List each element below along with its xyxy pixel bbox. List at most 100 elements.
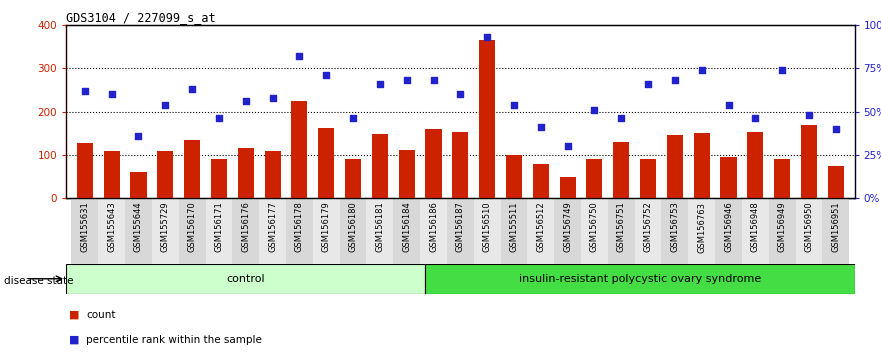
Bar <box>774 159 790 198</box>
Bar <box>340 198 366 264</box>
Bar <box>264 150 281 198</box>
Point <box>346 116 360 121</box>
Point <box>507 102 521 107</box>
Bar <box>608 198 634 264</box>
Point <box>131 133 145 139</box>
Bar <box>372 134 388 198</box>
Text: GSM156180: GSM156180 <box>349 201 358 252</box>
Point <box>560 143 574 149</box>
Bar <box>313 198 340 264</box>
Text: percentile rank within the sample: percentile rank within the sample <box>86 335 263 345</box>
Text: GSM156177: GSM156177 <box>268 201 278 252</box>
Point <box>292 53 307 59</box>
Bar <box>211 159 227 198</box>
Text: GSM155643: GSM155643 <box>107 201 116 252</box>
Bar <box>184 140 200 198</box>
Point <box>105 91 119 97</box>
Bar <box>125 198 152 264</box>
Bar <box>66 264 426 294</box>
Bar <box>77 143 93 198</box>
Bar <box>613 142 629 198</box>
Bar <box>662 198 688 264</box>
Text: GSM156753: GSM156753 <box>670 201 679 252</box>
Text: count: count <box>86 310 115 320</box>
Bar <box>667 135 683 198</box>
Text: GSM156951: GSM156951 <box>832 201 840 252</box>
Point <box>722 102 736 107</box>
Bar <box>259 198 286 264</box>
Point <box>775 67 789 73</box>
Bar <box>747 132 763 198</box>
Point <box>588 107 602 113</box>
Bar <box>640 159 656 198</box>
Bar <box>528 198 554 264</box>
Bar <box>801 125 817 198</box>
Text: ■: ■ <box>69 310 79 320</box>
Point <box>641 81 655 87</box>
Bar <box>769 198 796 264</box>
Bar <box>447 198 474 264</box>
Bar <box>559 177 575 198</box>
Bar <box>99 198 125 264</box>
Point <box>319 72 333 78</box>
Bar <box>104 150 120 198</box>
Point <box>185 86 199 92</box>
Bar <box>426 129 441 198</box>
Bar <box>479 40 495 198</box>
Text: GSM156512: GSM156512 <box>537 201 545 252</box>
Text: GSM156187: GSM156187 <box>455 201 465 252</box>
Point <box>748 116 762 121</box>
Bar <box>634 198 662 264</box>
Bar <box>822 198 849 264</box>
Text: GSM156949: GSM156949 <box>778 201 787 252</box>
Text: GSM155644: GSM155644 <box>134 201 143 252</box>
Point <box>400 78 414 83</box>
Text: GSM156950: GSM156950 <box>804 201 813 252</box>
Text: GSM156751: GSM156751 <box>617 201 626 252</box>
Point <box>668 78 682 83</box>
Text: GSM156946: GSM156946 <box>724 201 733 252</box>
Bar <box>796 198 822 264</box>
Bar <box>71 198 99 264</box>
Text: GSM156510: GSM156510 <box>483 201 492 252</box>
Bar <box>130 172 146 198</box>
Text: GSM156178: GSM156178 <box>295 201 304 252</box>
Bar <box>233 198 259 264</box>
Bar <box>205 198 233 264</box>
Bar <box>721 157 737 198</box>
Bar <box>366 198 393 264</box>
Bar <box>688 198 715 264</box>
Bar <box>286 198 313 264</box>
Point <box>159 102 173 107</box>
Text: GSM156181: GSM156181 <box>375 201 384 252</box>
Point <box>265 95 279 101</box>
Point <box>694 67 708 73</box>
Bar <box>500 198 528 264</box>
Bar <box>587 159 603 198</box>
Bar <box>533 164 549 198</box>
Text: GSM156170: GSM156170 <box>188 201 196 252</box>
Text: GSM156171: GSM156171 <box>214 201 224 252</box>
Point <box>802 112 816 118</box>
Point <box>426 78 440 83</box>
Bar <box>420 198 447 264</box>
Point <box>829 126 843 132</box>
Text: ■: ■ <box>69 335 79 345</box>
Text: GSM156749: GSM156749 <box>563 201 572 252</box>
Text: GSM156750: GSM156750 <box>590 201 599 252</box>
Point <box>373 81 387 87</box>
Point <box>534 124 548 130</box>
Bar <box>158 150 174 198</box>
Point <box>239 98 253 104</box>
Point <box>480 34 494 40</box>
Text: GSM156186: GSM156186 <box>429 201 438 252</box>
Point <box>78 88 92 93</box>
Text: GSM155511: GSM155511 <box>509 201 518 252</box>
Bar <box>179 198 205 264</box>
Bar <box>828 166 844 198</box>
Text: GSM156176: GSM156176 <box>241 201 250 252</box>
Bar <box>554 198 581 264</box>
Text: disease state: disease state <box>4 276 74 286</box>
Text: GSM156763: GSM156763 <box>697 201 707 252</box>
Text: GSM156948: GSM156948 <box>751 201 759 252</box>
